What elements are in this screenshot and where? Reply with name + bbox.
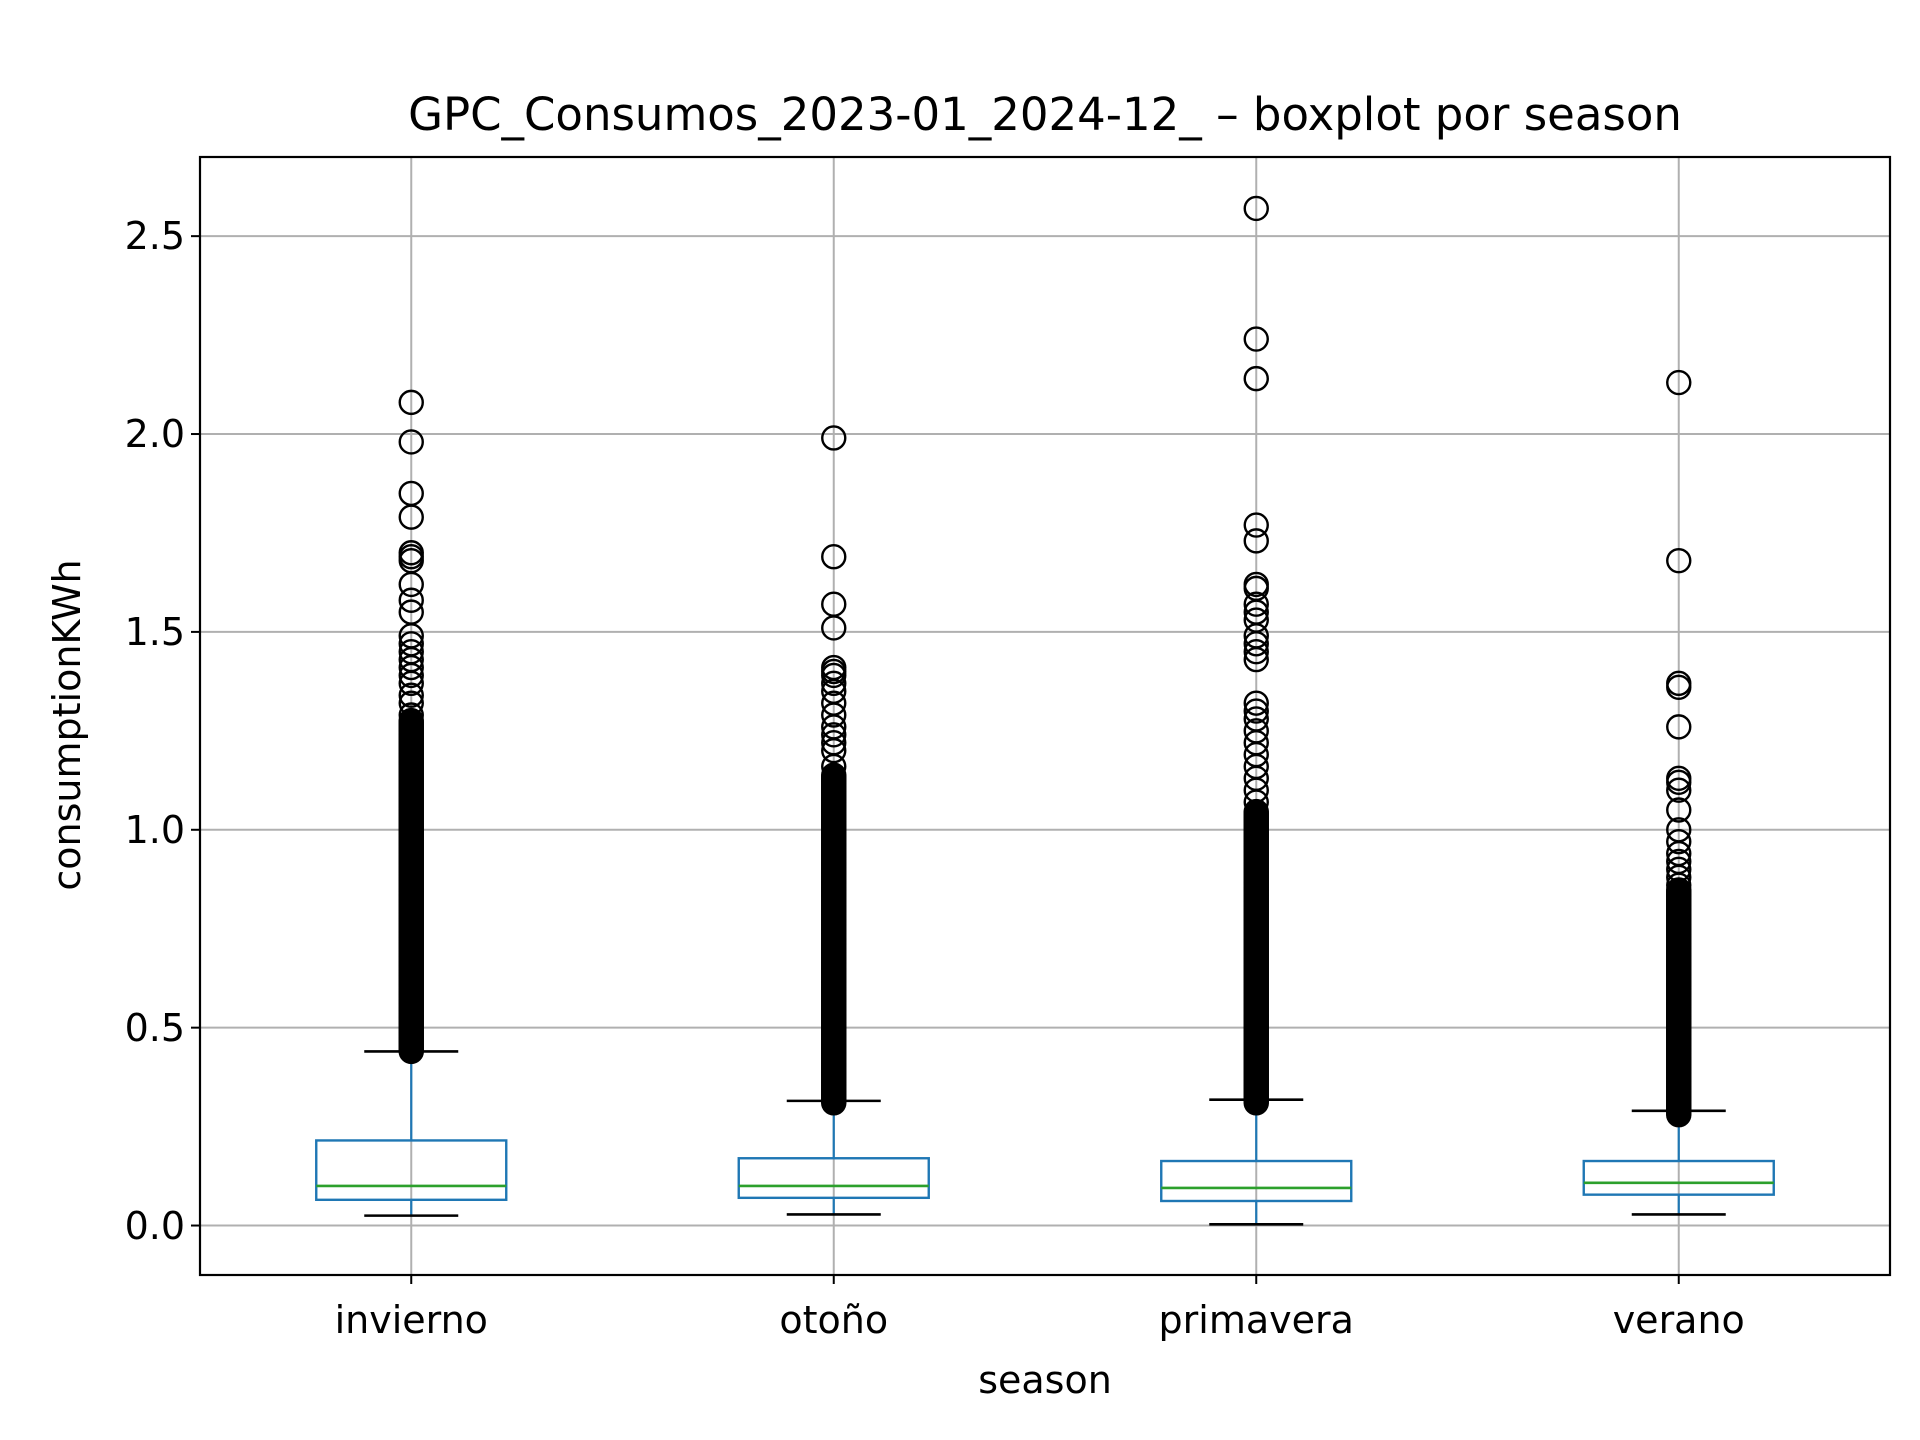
outlier-point: [1243, 798, 1269, 825]
outlier-point: [1243, 326, 1269, 352]
outlier-point: [398, 662, 424, 689]
fliers-invierno: [398, 389, 424, 1065]
outlier-point: [1243, 528, 1269, 554]
outlier-point: [821, 702, 847, 728]
outlier-point: [821, 762, 847, 788]
outlier-point: [1666, 547, 1692, 574]
outlier-point: [1243, 591, 1269, 617]
outlier-point: [821, 722, 847, 748]
y-tick-label: 0.5: [124, 1005, 185, 1050]
outlier-point: [821, 670, 847, 697]
outlier-point: [1243, 698, 1269, 724]
outlier-point: [398, 389, 424, 416]
outlier-point: [398, 670, 424, 697]
iqr-box: [1160, 1159, 1353, 1203]
fliers-primavera: [1243, 195, 1269, 1116]
outlier-point: [1243, 365, 1269, 392]
outlier-point: [1243, 195, 1269, 222]
outlier-point: [1666, 769, 1692, 795]
grid-layer: [200, 157, 1890, 1275]
x-tick-label: otoño: [779, 1298, 889, 1342]
outlier-point: [1243, 638, 1269, 665]
y-axis-label: consumptionKWh: [45, 559, 89, 891]
x-axis-label: season: [978, 1358, 1112, 1402]
outlier-point: [821, 544, 847, 570]
outlier-point: [398, 587, 424, 613]
outlier-point: [1243, 512, 1269, 538]
tickmark-layer: [191, 235, 1680, 1284]
outlier-point: [1666, 674, 1692, 701]
x-tick-label: verano: [1612, 1298, 1745, 1342]
x-tick-label: invierno: [334, 1298, 488, 1342]
iqr-box: [1582, 1159, 1775, 1196]
outlier-point: [821, 737, 847, 764]
y-tick-label: 0.0: [124, 1203, 185, 1248]
outlier-point: [1666, 797, 1692, 823]
x-tick-label: primavera: [1158, 1298, 1354, 1342]
outlier-point: [821, 615, 847, 641]
box-group-verano: [1582, 1109, 1775, 1216]
outlier-point: [821, 662, 847, 689]
iqr-box: [737, 1157, 930, 1200]
chart-title: GPC_Consumos_2023-01_2024-12_ – boxplot …: [408, 88, 1682, 141]
box-layer: [315, 1050, 1775, 1226]
outlier-point: [1666, 777, 1692, 803]
y-tick-label: 1.5: [124, 609, 185, 654]
outlier-point: [1243, 631, 1269, 657]
outlier-point: [398, 571, 424, 598]
outlier-point: [1666, 828, 1692, 855]
outlier-point: [398, 654, 424, 681]
outlier-point: [1666, 877, 1692, 903]
outlier-point: [398, 429, 424, 455]
outlier-point: [1666, 714, 1692, 740]
outlier-point: [1243, 690, 1269, 716]
y-tick-label: 1.0: [124, 807, 185, 852]
fliers-otoño: [821, 425, 847, 1116]
flier-layer: [398, 195, 1692, 1128]
y-tick-label: 2.0: [124, 412, 185, 457]
fliers-verano: [1666, 369, 1692, 1128]
y-tick-label: 2.5: [124, 214, 185, 259]
box-group-otoño: [737, 1099, 930, 1216]
outlier-point: [1243, 646, 1269, 673]
outlier-point: [398, 682, 424, 708]
iqr-box: [315, 1139, 508, 1202]
plot-frame: [198, 155, 1892, 1277]
outlier-point: [398, 504, 424, 530]
box-group-primavera: [1160, 1098, 1353, 1226]
outlier-point: [398, 707, 424, 734]
outlier-point: [821, 425, 847, 451]
outlier-point: [1666, 369, 1692, 396]
